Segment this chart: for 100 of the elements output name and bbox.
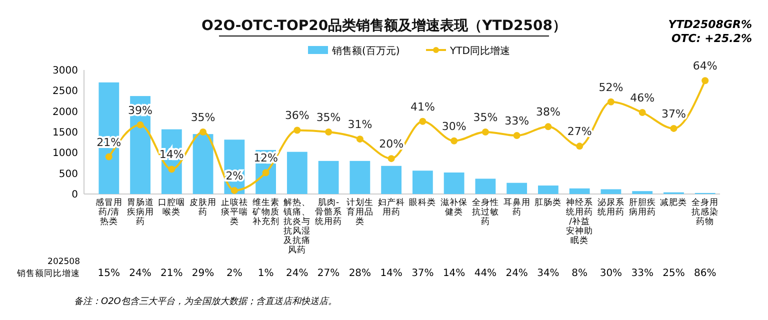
x-tick-label: 肌肉-骨骼系统用药 <box>315 197 342 227</box>
text: 34% <box>537 268 560 279</box>
data-label: 35% <box>473 111 498 124</box>
x-tick-label: 眼科类 <box>409 197 436 208</box>
text: 1% <box>258 268 274 279</box>
bar <box>286 152 308 194</box>
text: YTD2508GR% <box>668 18 752 31</box>
y-tick-label: 2500 <box>52 86 78 98</box>
point <box>544 123 552 130</box>
data-label: 27% <box>567 125 592 138</box>
text: 33% <box>631 268 654 279</box>
x-tick-label: 计划生育用品类 <box>346 197 374 227</box>
text: 15% <box>98 268 120 279</box>
point <box>168 166 176 173</box>
text: 21% <box>160 268 183 279</box>
text: 37% <box>412 268 434 279</box>
x-tick-label: 皮肤用药 <box>190 197 217 218</box>
text: 24% <box>506 268 528 279</box>
text: 202508 销售额同比增速 <box>16 257 80 279</box>
text: 44% <box>474 268 497 279</box>
data-label: 41% <box>410 100 435 114</box>
data-label: 20% <box>379 138 404 151</box>
bar <box>318 160 339 194</box>
point <box>294 126 301 134</box>
text: 29% <box>192 268 214 279</box>
data-label: 46% <box>630 92 655 105</box>
legend-label: 销售额(百万元) <box>331 45 400 57</box>
text: 86% <box>694 268 716 279</box>
data-label: 31% <box>348 118 372 132</box>
bar <box>632 191 653 194</box>
bar <box>444 172 464 194</box>
point <box>576 142 584 150</box>
text: OTC: +25.2% <box>671 32 752 45</box>
y-tick-label: 1000 <box>52 148 78 160</box>
bar <box>569 188 590 194</box>
text: 8% <box>572 268 588 279</box>
data-label: 30% <box>442 120 466 133</box>
y-tick-label: 2000 <box>52 106 78 118</box>
y-tick-label: 0 <box>72 190 78 200</box>
data-label: 35% <box>190 111 216 124</box>
data-label: 37% <box>661 107 686 120</box>
bar <box>98 82 120 194</box>
text: 14% <box>442 268 466 279</box>
bar <box>506 182 528 194</box>
data-label: 52% <box>598 80 624 94</box>
text: 24% <box>129 268 152 279</box>
text: 备注：O2O包含三大平台，为全国放大数据；含直送店和快送店。 <box>74 296 337 307</box>
point <box>670 124 678 132</box>
x-tick-label: 止咳祛痰平喘类 <box>220 197 248 227</box>
bar <box>600 189 622 194</box>
x-tick-label: 胃肠道疾病用药 <box>126 197 154 227</box>
x-tick-label: 泌尿系统用药 <box>597 197 624 218</box>
point <box>513 132 520 140</box>
bar <box>350 160 370 194</box>
bar <box>192 134 214 194</box>
text: 14% <box>380 268 402 279</box>
point <box>200 128 207 136</box>
data-label: 38% <box>536 106 560 119</box>
data-label: 64% <box>692 60 718 73</box>
bar <box>538 186 558 194</box>
data-label: 36% <box>284 109 310 122</box>
point <box>230 186 238 194</box>
point <box>450 137 458 144</box>
bar <box>412 170 433 194</box>
text: 2% <box>226 268 242 279</box>
x-tick-label: 解热、镇痛、抗炎与抗风湿及抗痛风药 <box>282 197 311 256</box>
bar <box>381 166 402 194</box>
point <box>638 109 646 116</box>
x-tick-label: 神经系统用药/补益安神助眠类 <box>566 197 594 246</box>
y-tick-label: 3000 <box>52 66 78 76</box>
point <box>356 136 364 143</box>
point <box>702 77 709 84</box>
text: 27% <box>317 268 340 279</box>
data-label: 2% <box>226 169 244 182</box>
text: 25% <box>662 268 685 279</box>
x-tick-label: 感冒用药/清热类 <box>95 197 122 227</box>
x-tick-label: 全身性抗过敏药 <box>472 197 499 227</box>
text: 28% <box>348 268 372 279</box>
y-tick-label: 500 <box>58 168 78 180</box>
y-tick-label: 1500 <box>52 128 78 138</box>
x-tick-label: 口腔咽喉类 <box>158 197 186 218</box>
x-tick-label: 减肥类 <box>660 197 688 208</box>
x-tick-label: 滋补保健类 <box>440 197 468 218</box>
point <box>136 121 144 128</box>
point <box>482 128 489 136</box>
point <box>325 128 332 136</box>
data-label: 35% <box>316 111 341 124</box>
legend-label: YTD同比增速 <box>449 45 510 57</box>
data-label: 33% <box>504 114 530 128</box>
chart-title: O2O-OTC-TOP20品类销售额及增速表现（YTD2508） <box>202 17 566 34</box>
point <box>388 155 395 162</box>
text: 30% <box>600 268 622 279</box>
x-tick-label: 肛肠类 <box>534 197 562 208</box>
text: 24% <box>286 268 308 279</box>
x-tick-label: 全身用抗感染药物 <box>692 197 719 227</box>
point <box>105 153 112 160</box>
x-tick-label: 肝胆疾病用药 <box>628 197 656 218</box>
point <box>262 169 270 176</box>
bar <box>475 178 496 194</box>
x-tick-label: 维生素矿物质补充剂 <box>251 197 280 227</box>
